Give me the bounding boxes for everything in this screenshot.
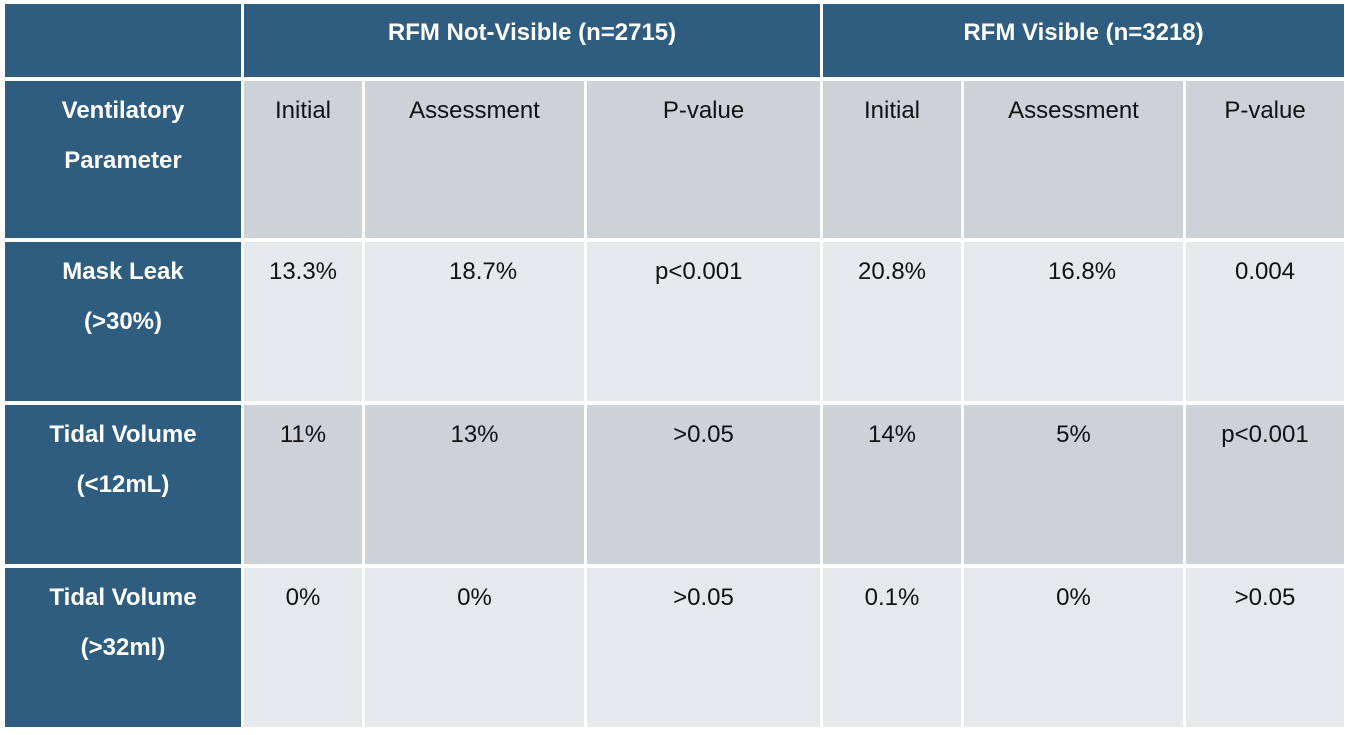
param-column-header-line1: Ventilatory xyxy=(61,97,185,124)
row-label-line2: (>32ml) xyxy=(80,634,166,661)
row-label-tidal-volume-low: Tidal Volume (<12mL) xyxy=(5,405,241,564)
cell-tv-high-nv-initial: 0% xyxy=(244,568,362,727)
cell-mask-leak-v-assessment: 16.8% xyxy=(964,242,1183,401)
group-header-not-visible: RFM Not-Visible (n=2715) xyxy=(244,4,820,77)
cell-tv-low-v-pvalue: p<0.001 xyxy=(1186,405,1344,564)
cell-tv-high-v-initial: 0.1% xyxy=(823,568,961,727)
row-label-tidal-volume-high: Tidal Volume (>32ml) xyxy=(5,568,241,727)
cell-tv-high-nv-pvalue: >0.05 xyxy=(587,568,820,727)
results-table: RFM Not-Visible (n=2715) RFM Visible (n=… xyxy=(5,4,1344,727)
cell-tv-low-nv-initial: 11% xyxy=(244,405,362,564)
param-column-header: Ventilatory Parameter xyxy=(5,81,241,238)
row-label-line1: Mask Leak xyxy=(62,258,184,285)
row-label-line2: (>30%) xyxy=(83,308,163,335)
col-header-v-assessment: Assessment xyxy=(964,81,1183,238)
cell-tv-low-v-initial: 14% xyxy=(823,405,961,564)
col-header-nv-assessment: Assessment xyxy=(365,81,584,238)
cell-tv-low-nv-pvalue: >0.05 xyxy=(587,405,820,564)
row-label-line1: Tidal Volume xyxy=(49,421,197,448)
row-label-line1: Tidal Volume xyxy=(49,584,197,611)
cell-mask-leak-nv-pvalue: p<0.001 xyxy=(587,242,820,401)
col-header-v-initial: Initial xyxy=(823,81,961,238)
cell-tv-high-v-pvalue: >0.05 xyxy=(1186,568,1344,727)
group-header-visible: RFM Visible (n=3218) xyxy=(823,4,1344,77)
corner-header-cell xyxy=(5,4,241,77)
cell-tv-low-nv-assessment: 13% xyxy=(365,405,584,564)
col-header-nv-pvalue: P-value xyxy=(587,81,820,238)
cell-mask-leak-v-pvalue: 0.004 xyxy=(1186,242,1344,401)
param-column-header-line2: Parameter xyxy=(64,147,182,174)
cell-tv-high-v-assessment: 0% xyxy=(964,568,1183,727)
cell-tv-high-nv-assessment: 0% xyxy=(365,568,584,727)
row-label-line2: (<12mL) xyxy=(76,471,170,498)
cell-mask-leak-nv-initial: 13.3% xyxy=(244,242,362,401)
cell-mask-leak-nv-assessment: 18.7% xyxy=(365,242,584,401)
row-label-mask-leak: Mask Leak (>30%) xyxy=(5,242,241,401)
col-header-v-pvalue: P-value xyxy=(1186,81,1344,238)
cell-tv-low-v-assessment: 5% xyxy=(964,405,1183,564)
cell-mask-leak-v-initial: 20.8% xyxy=(823,242,961,401)
col-header-nv-initial: Initial xyxy=(244,81,362,238)
